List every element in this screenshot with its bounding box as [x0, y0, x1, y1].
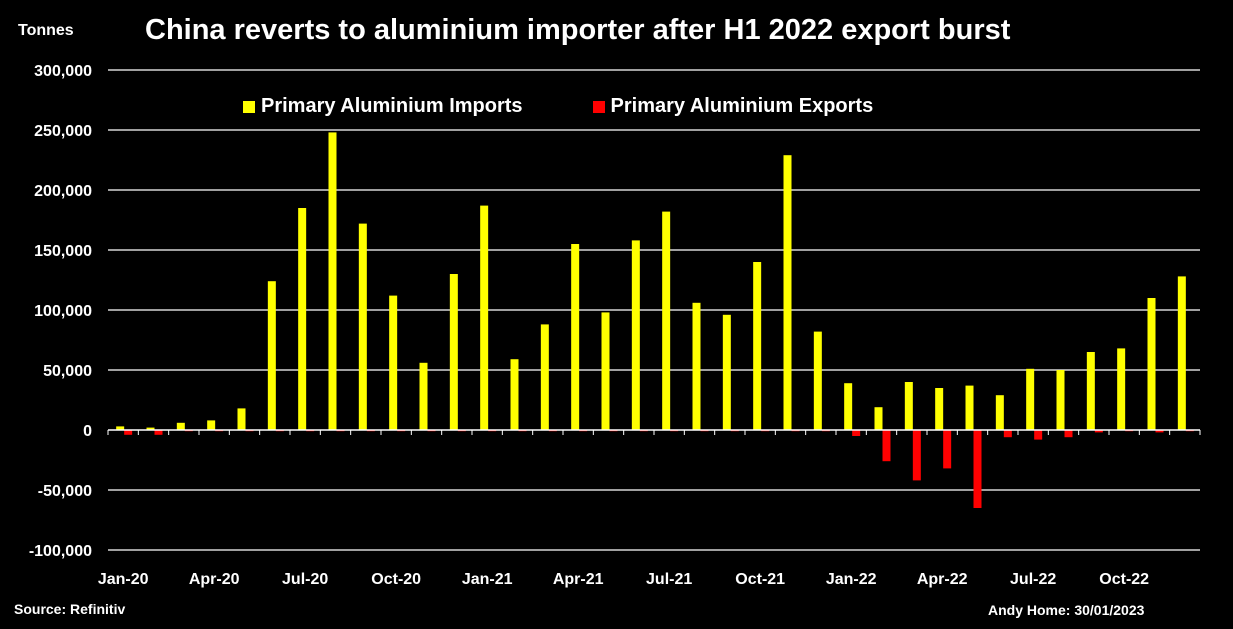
y-axis-unit-label: Tonnes: [18, 22, 74, 39]
legend-item-exports: Primary Aluminium Exports: [592, 95, 874, 118]
bar-exports: [154, 430, 163, 435]
legend-item-imports: Primary Aluminium Imports: [243, 95, 523, 118]
bar-exports: [1064, 430, 1073, 438]
y-tick-label: 250,000: [34, 123, 92, 140]
bar-imports: [1026, 368, 1035, 430]
bar-imports: [631, 240, 640, 430]
bar-imports: [935, 388, 944, 430]
bar-imports: [601, 312, 610, 430]
bar-imports: [844, 383, 853, 430]
bar-exports: [124, 430, 133, 435]
chart-title: China reverts to aluminium importer afte…: [145, 14, 1011, 46]
bar-imports: [389, 295, 398, 430]
bar-exports: [1003, 430, 1012, 438]
bar-imports: [1177, 276, 1186, 430]
bar-exports: [852, 430, 861, 436]
bar-imports: [874, 407, 883, 430]
x-tick-label: Oct-21: [735, 571, 785, 588]
bar-imports: [419, 362, 428, 430]
bar-imports: [783, 155, 792, 430]
bar-exports: [912, 430, 921, 481]
legend-swatch-exports: [592, 100, 605, 113]
bar-imports: [1117, 348, 1126, 430]
bar-imports: [237, 408, 246, 430]
x-tick-label: Jul-22: [1010, 571, 1056, 588]
y-tick-label: 200,000: [34, 183, 92, 200]
x-tick-label: Apr-21: [553, 571, 604, 588]
legend: Primary Aluminium Imports Primary Alumin…: [243, 95, 873, 118]
bar-imports: [813, 331, 822, 430]
y-tick-label: 0: [83, 423, 92, 440]
x-tick-label: Apr-22: [917, 571, 968, 588]
bar-imports: [207, 420, 216, 430]
bar-imports: [176, 422, 185, 430]
bar-imports: [146, 427, 155, 430]
bar-imports: [1147, 298, 1156, 430]
y-tick-label: 300,000: [34, 63, 92, 80]
bar-imports: [540, 324, 549, 430]
bar-imports: [267, 281, 276, 430]
bar-imports: [510, 359, 519, 430]
x-tick-label: Apr-20: [189, 571, 240, 588]
y-tick-label: -100,000: [29, 543, 92, 560]
source-note: Source: Refinitiv: [14, 601, 126, 617]
bar-imports: [1056, 370, 1065, 430]
x-tick-label: Jul-20: [282, 571, 328, 588]
bar-imports: [722, 314, 731, 430]
bar-exports: [1155, 430, 1164, 433]
bar-imports: [995, 395, 1004, 430]
y-tick-label: 50,000: [43, 363, 92, 380]
bar-exports: [1034, 430, 1043, 440]
bar-imports: [328, 132, 337, 430]
bar-exports: [882, 430, 891, 462]
bar-imports: [965, 385, 974, 430]
bar-imports: [571, 244, 580, 430]
bar-imports: [116, 426, 125, 430]
bar-exports: [973, 430, 982, 508]
bar-imports: [904, 382, 913, 430]
y-tick-label: -50,000: [38, 483, 92, 500]
bar-imports: [1086, 352, 1095, 430]
legend-label-imports: Primary Aluminium Imports: [261, 95, 523, 117]
bar-imports: [358, 223, 367, 430]
bar-imports: [298, 208, 307, 430]
bar-exports: [1094, 430, 1103, 433]
x-tick-label: Jan-22: [826, 571, 877, 588]
y-tick-label: 150,000: [34, 243, 92, 260]
x-tick-label: Jul-21: [646, 571, 692, 588]
x-tick-label: Oct-22: [1099, 571, 1149, 588]
bar-exports: [943, 430, 952, 469]
y-tick-label: 100,000: [34, 303, 92, 320]
legend-swatch-imports: [243, 100, 255, 113]
bar-imports: [449, 274, 458, 430]
legend-label-exports: Primary Aluminium Exports: [610, 95, 874, 117]
bar-imports: [480, 205, 489, 430]
bar-imports: [692, 302, 701, 430]
x-tick-label: Jan-20: [98, 571, 149, 588]
author-credit: Andy Home: 30/01/2023: [988, 602, 1145, 618]
bar-imports: [753, 262, 762, 430]
x-tick-label: Jan-21: [462, 571, 513, 588]
bar-imports: [662, 211, 671, 430]
x-tick-label: Oct-20: [371, 571, 421, 588]
